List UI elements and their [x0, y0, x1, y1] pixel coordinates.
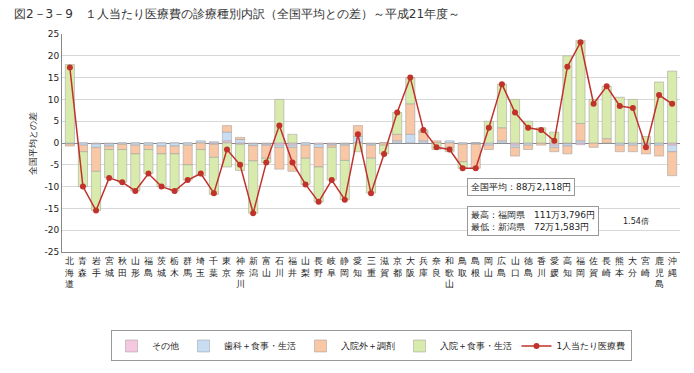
- svg-text:宮崎: 宮崎: [641, 256, 650, 278]
- svg-text:石川: 石川: [275, 256, 284, 278]
- svg-text:富山: 富山: [262, 256, 271, 278]
- svg-text:神奈川: 神奈川: [236, 256, 245, 289]
- svg-text:全国平均との差: 全国平均との差: [28, 112, 38, 175]
- svg-text:15: 15: [48, 73, 59, 83]
- svg-text:山形: 山形: [131, 256, 140, 278]
- svg-text:佐賀: 佐賀: [589, 256, 598, 278]
- svg-text:大分: 大分: [628, 256, 637, 278]
- svg-text:宮城: 宮城: [104, 256, 114, 278]
- svg-text:山口: 山口: [511, 256, 520, 278]
- svg-text:高知: 高知: [563, 256, 572, 278]
- svg-text:歯科＋食事・生活: 歯科＋食事・生活: [224, 341, 296, 351]
- svg-text:新潟: 新潟: [249, 256, 258, 278]
- svg-text:栃木: 栃木: [170, 256, 179, 278]
- svg-text:福島: 福島: [144, 256, 153, 278]
- svg-text:1.54倍: 1.54倍: [623, 217, 649, 226]
- svg-text:青森: 青森: [78, 256, 87, 278]
- svg-text:埼玉: 埼玉: [195, 256, 205, 278]
- svg-text:長野: 長野: [314, 256, 323, 278]
- svg-text:福岡: 福岡: [576, 256, 585, 278]
- svg-text:-20: -20: [44, 225, 59, 235]
- svg-text:北海道: 北海道: [65, 256, 74, 289]
- svg-text:1人当たり医療費: 1人当たり医療費: [557, 341, 626, 351]
- svg-text:和歌山: 和歌山: [445, 256, 454, 289]
- svg-text:東京: 東京: [222, 256, 231, 278]
- svg-text:-15: -15: [44, 204, 59, 214]
- svg-text:全国平均：88万2,118円: 全国平均：88万2,118円: [471, 182, 571, 192]
- svg-text:岩手: 岩手: [92, 256, 101, 278]
- svg-text:その他: その他: [152, 341, 179, 351]
- svg-text:岐阜: 岐阜: [327, 256, 336, 278]
- svg-text:秋田: 秋田: [118, 256, 127, 278]
- svg-text:静岡: 静岡: [340, 256, 349, 278]
- svg-text:熊本: 熊本: [615, 256, 624, 278]
- svg-text:香川: 香川: [537, 256, 546, 278]
- svg-text:鳥取: 鳥取: [457, 256, 467, 278]
- svg-text:-10: -10: [44, 182, 59, 192]
- svg-text:徳島: 徳島: [524, 256, 533, 278]
- svg-text:沖縄: 沖縄: [667, 256, 677, 278]
- svg-text:千葉: 千葉: [209, 256, 218, 278]
- svg-text:0: 0: [53, 138, 59, 148]
- svg-text:5: 5: [53, 116, 59, 126]
- svg-text:入院＋食事・生活: 入院＋食事・生活: [440, 341, 512, 351]
- svg-text:島根: 島根: [471, 256, 480, 278]
- svg-text:最高：福岡県 111万3,796円最低：新潟県 72万1,5: 最高：福岡県 111万3,796円最低：新潟県 72万1,583円: [471, 210, 595, 232]
- svg-text:滋賀: 滋賀: [380, 256, 389, 278]
- svg-text:図2－3－9 １人当たり医療費の診療種別内訳（全国平均との差: 図2－3－9 １人当たり医療費の診療種別内訳（全国平均との差）～平成21年度～: [14, 7, 460, 21]
- svg-text:25: 25: [48, 29, 59, 39]
- svg-text:兵庫: 兵庫: [419, 256, 428, 278]
- svg-text:茨城: 茨城: [156, 256, 166, 278]
- svg-text:福井: 福井: [288, 256, 297, 278]
- svg-text:大阪: 大阪: [406, 256, 415, 278]
- svg-text:長崎: 長崎: [602, 256, 611, 278]
- svg-text:広島: 広島: [497, 256, 506, 278]
- svg-text:入院外＋調剤: 入院外＋調剤: [341, 341, 395, 351]
- svg-text:愛媛: 愛媛: [550, 256, 559, 278]
- svg-text:岡山: 岡山: [484, 256, 493, 278]
- svg-text:-25: -25: [44, 247, 59, 257]
- svg-text:奈良: 奈良: [432, 256, 441, 278]
- svg-text:愛知: 愛知: [353, 256, 362, 278]
- svg-text:三重: 三重: [367, 256, 376, 278]
- svg-text:10: 10: [48, 95, 60, 105]
- svg-text:20: 20: [48, 51, 60, 61]
- svg-text:群馬: 群馬: [182, 256, 192, 278]
- svg-text:鹿児島: 鹿児島: [655, 256, 664, 289]
- svg-text:山梨: 山梨: [301, 256, 310, 278]
- svg-text:-5: -5: [50, 160, 59, 170]
- svg-text:京都: 京都: [393, 256, 402, 278]
